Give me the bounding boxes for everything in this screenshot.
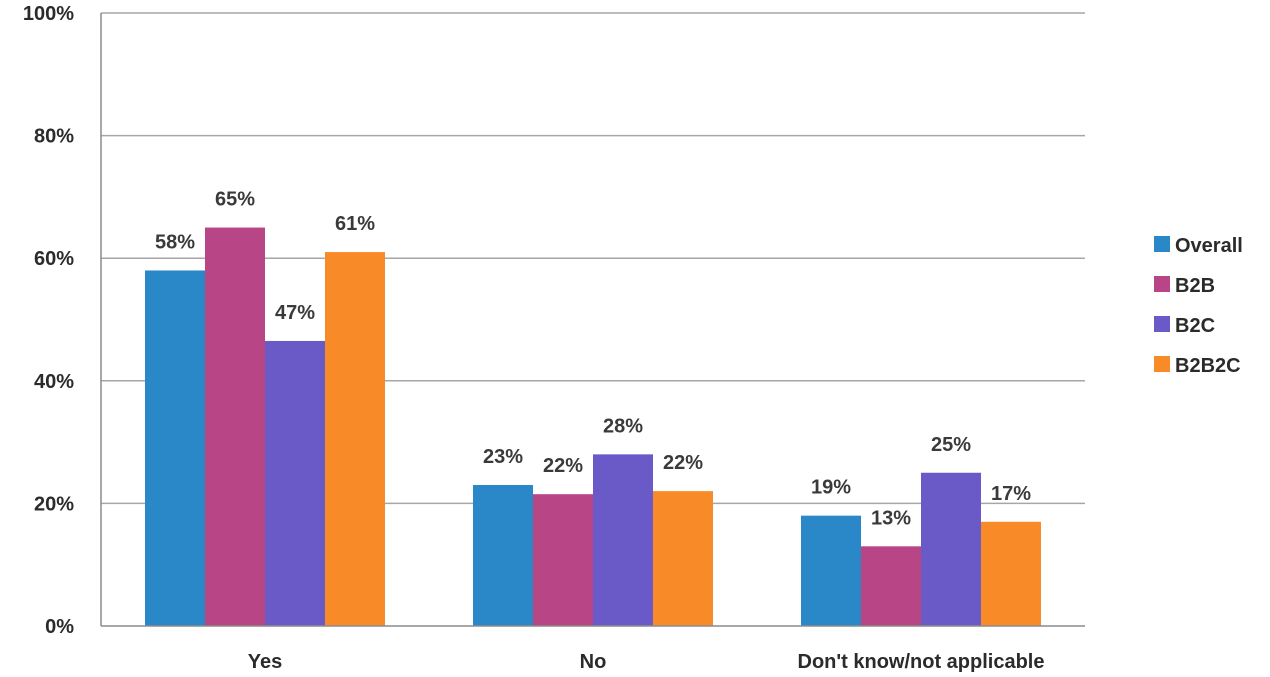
legend-swatch-overall <box>1154 236 1170 252</box>
legend-label-b2b: B2B <box>1175 275 1215 297</box>
data-label: 25% <box>931 434 971 456</box>
legend-swatch-b2b2c <box>1154 356 1170 372</box>
bar-b2b-0 <box>205 227 265 627</box>
bar-overall-2 <box>801 515 861 626</box>
bar-overall-1 <box>473 485 533 626</box>
y-tick-label: 100% <box>23 3 74 25</box>
bar-b2b2c-1 <box>653 491 713 626</box>
y-tick-label: 40% <box>34 371 74 393</box>
y-tick-label: 20% <box>34 493 74 515</box>
x-tick-label: No <box>580 651 607 673</box>
data-label: 58% <box>155 231 195 253</box>
bar-b2b2c-2 <box>981 521 1041 626</box>
bar-b2c-1 <box>593 454 653 626</box>
x-tick-label: Don't know/not applicable <box>798 651 1045 673</box>
y-tick-label: 80% <box>34 126 74 148</box>
data-label: 28% <box>603 415 643 437</box>
bar-b2b-2 <box>861 546 921 626</box>
bar-overall-0 <box>145 270 205 626</box>
data-label: 65% <box>215 189 255 211</box>
y-tick-label: 0% <box>45 616 74 638</box>
y-axis-ticks: 0% 20% 40% 60% 80% 100% <box>23 3 74 638</box>
legend-label-b2c: B2C <box>1175 315 1215 337</box>
legend-label-b2b2c: B2B2C <box>1175 355 1241 377</box>
data-label: 13% <box>871 507 911 529</box>
bar-b2b2c-0 <box>325 252 385 626</box>
y-tick-label: 60% <box>34 248 74 270</box>
bars <box>145 227 1041 627</box>
legend-swatch-b2b <box>1154 276 1170 292</box>
data-label: 47% <box>275 302 315 324</box>
bar-b2c-0 <box>265 340 325 626</box>
data-label: 19% <box>811 477 851 499</box>
data-label: 22% <box>543 455 583 477</box>
bar-b2c-2 <box>921 472 981 626</box>
data-labels: 58% 65% 47% 61% 23% 22% 28% 22% 19% 13% 25% 17% <box>155 189 1031 530</box>
axes <box>100 13 1085 627</box>
bar-b2b-1 <box>533 494 593 626</box>
legend-swatch-b2c <box>1154 316 1170 332</box>
data-label: 17% <box>991 483 1031 505</box>
data-label: 23% <box>483 446 523 468</box>
x-axis-ticks: Yes No Don't know/not applicable <box>248 651 1045 673</box>
data-label: 22% <box>663 452 703 474</box>
legend: Overall B2B B2C B2B2C <box>1154 235 1243 377</box>
x-tick-label: Yes <box>248 651 282 673</box>
legend-label-overall: Overall <box>1175 235 1243 257</box>
data-label: 61% <box>335 213 375 235</box>
